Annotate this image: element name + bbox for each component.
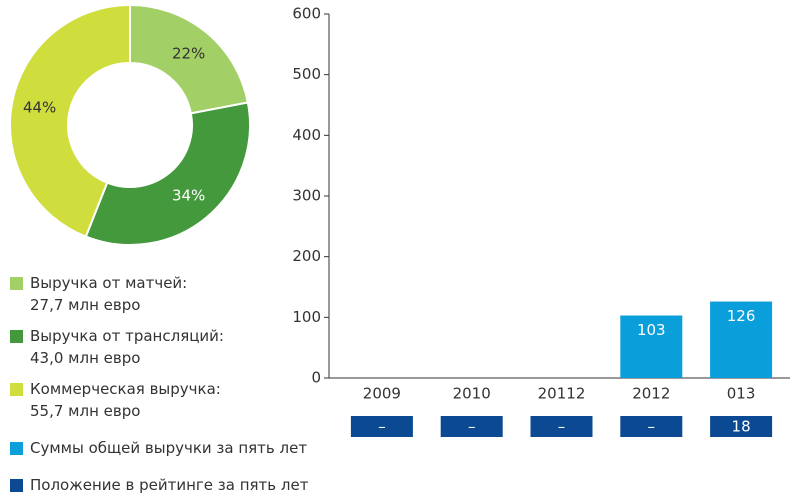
legend-swatch xyxy=(10,442,23,455)
bar-value-label: 126 xyxy=(727,307,756,325)
y-tick-label: 200 xyxy=(292,247,321,265)
rank-label: – xyxy=(648,418,656,436)
bar xyxy=(710,301,773,378)
x-tick-label: 2009 xyxy=(363,385,401,403)
rank-label: – xyxy=(558,418,566,436)
y-tick-label: 100 xyxy=(292,308,321,326)
legend-swatch xyxy=(10,479,23,492)
x-tick-label: 2010 xyxy=(453,385,491,403)
y-tick-label: 300 xyxy=(292,187,321,205)
x-tick-label: 013 xyxy=(727,385,756,403)
rank-box xyxy=(620,416,683,437)
donut-segment xyxy=(9,3,131,238)
rank-label: 18 xyxy=(732,418,751,436)
x-tick-label: 2012 xyxy=(632,385,670,403)
y-tick-label: 0 xyxy=(311,369,321,387)
rank-box xyxy=(440,416,503,437)
donut-segment xyxy=(129,3,250,115)
rank-box xyxy=(710,416,773,437)
legend-label: Выручка от матчей: 27,7 млн евро xyxy=(30,274,188,314)
legend-label: Выручка от трансляций: 43,0 млн евро xyxy=(30,327,224,367)
x-tick-label: 20112 xyxy=(538,385,586,403)
y-tick-label: 600 xyxy=(292,5,321,23)
bar-value-label: 103 xyxy=(637,321,666,339)
legend-swatch xyxy=(10,383,23,396)
legend-label: Суммы общей выручки за пять лет xyxy=(30,439,308,457)
rank-box xyxy=(350,416,413,437)
y-tick-label: 400 xyxy=(292,126,321,144)
legend-label: Положение в рейтинге за пять лет xyxy=(30,476,309,494)
legend-swatch xyxy=(10,330,23,343)
bar xyxy=(620,315,683,378)
y-tick-label: 500 xyxy=(292,65,321,83)
donut-segment xyxy=(84,101,251,246)
legend-swatch xyxy=(10,277,23,290)
rank-label: – xyxy=(468,418,476,436)
rank-box xyxy=(530,416,593,437)
segment-label: 22% xyxy=(172,45,205,63)
segment-label: 34% xyxy=(172,186,205,204)
legend-label: Коммерческая выручка: 55,7 млн евро xyxy=(30,380,221,420)
segment-label: 44% xyxy=(23,98,56,116)
rank-label: – xyxy=(378,418,386,436)
